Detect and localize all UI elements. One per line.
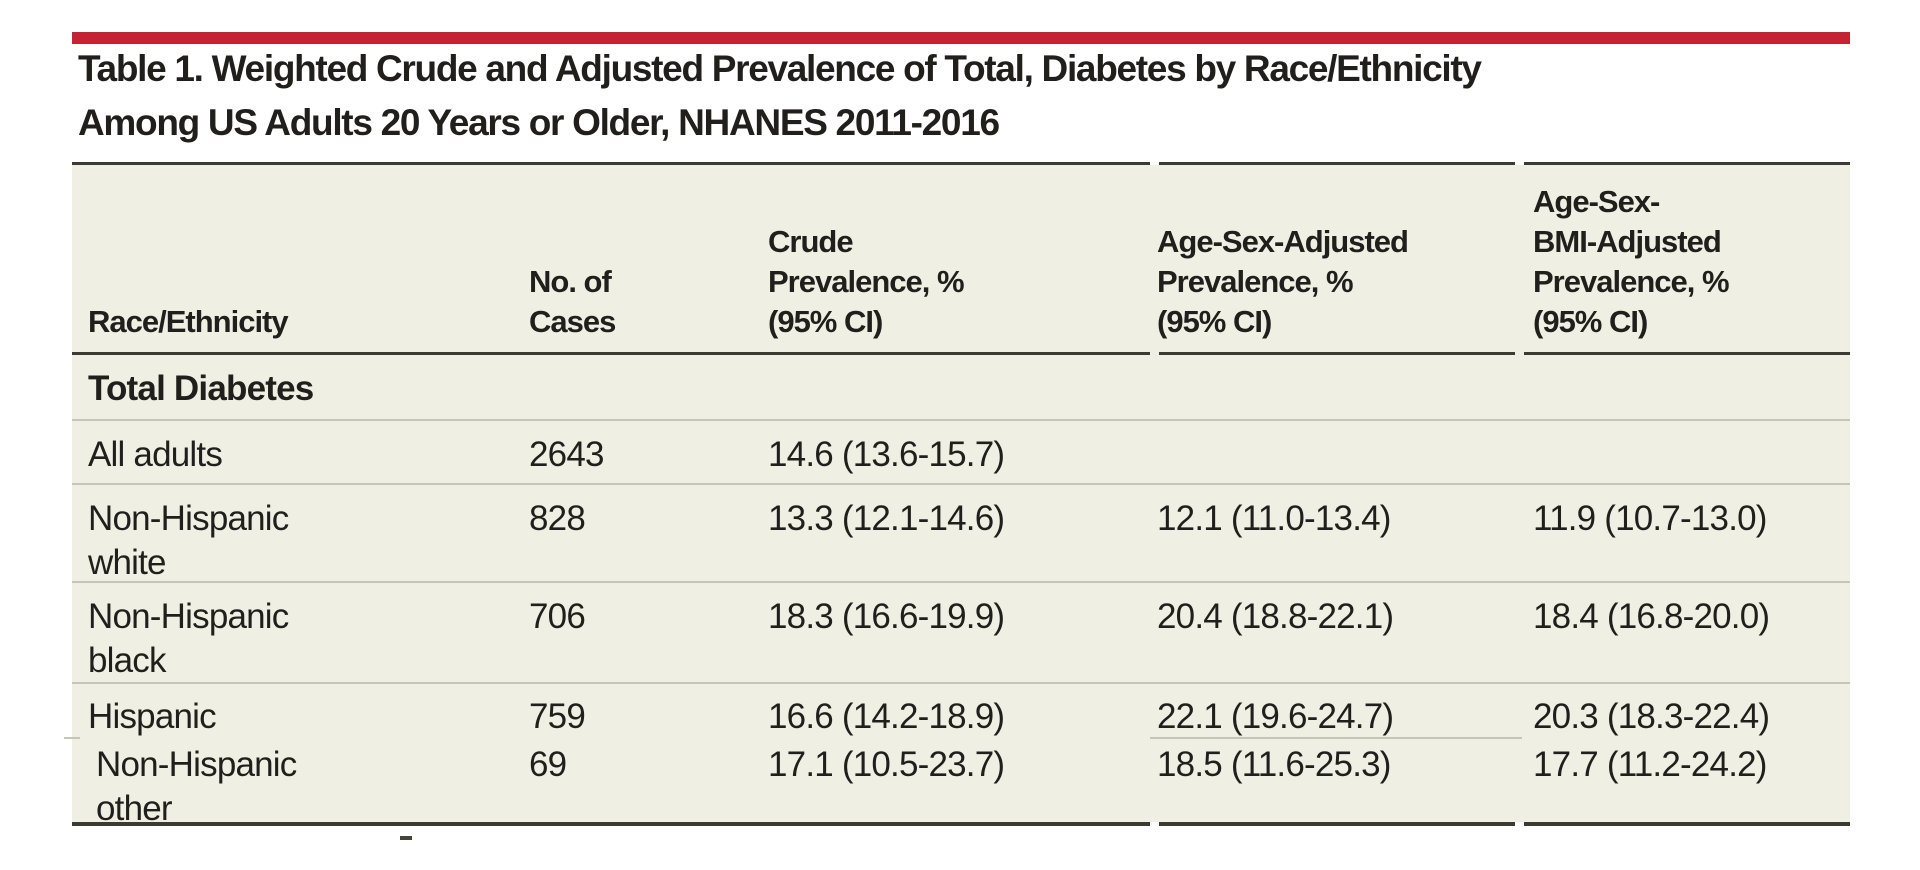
table-row-hispanic: Hispanic 759 16.6 (14.2-18.9) 22.1 (19.6… xyxy=(72,682,1850,740)
section-row-total-diabetes: Total Diabetes xyxy=(72,355,1850,419)
column-header-age-sex-adjusted: Age-Sex-Adjusted Prevalence, % (95% CI) xyxy=(1157,224,1409,339)
partial-row-separator-middle xyxy=(1150,737,1522,739)
race-label: Non-Hispanic black xyxy=(88,597,289,680)
race-label: Non-Hispanic other xyxy=(96,745,297,828)
column-header-no-of-cases: No. of Cases xyxy=(529,264,616,339)
section-label: Total Diabetes xyxy=(88,369,314,408)
crude-value: 17.1 (10.5-23.7) xyxy=(768,745,1005,784)
crude-value: 18.3 (16.6-19.9) xyxy=(768,597,1005,636)
adjusted-value: 20.4 (18.8-22.1) xyxy=(1157,597,1394,636)
adjusted-value: 22.1 (19.6-24.7) xyxy=(1157,697,1394,736)
table-border-seam xyxy=(1515,822,1524,826)
table-border-seam xyxy=(1150,822,1159,826)
adjusted-value: 12.1 (11.0-13.4) xyxy=(1157,499,1391,538)
cases-value: 69 xyxy=(529,745,567,784)
column-header-crude-prevalence: Crude Prevalence, % (95% CI) xyxy=(768,224,965,339)
bmi-adjusted-value: 18.4 (16.8-20.0) xyxy=(1533,597,1770,636)
table-border-seam xyxy=(1515,162,1524,165)
table-row-non-hispanic-black: Non-Hispanic black 706 18.3 (16.6-19.9) … xyxy=(72,581,1850,682)
race-label: Hispanic xyxy=(88,697,217,736)
bmi-adjusted-value: 20.3 (18.3-22.4) xyxy=(1533,697,1770,736)
partial-row-separator-left xyxy=(64,737,80,739)
crude-value: 14.6 (13.6-15.7) xyxy=(768,435,1005,474)
table-title-line2: Among US Adults 20 Years or Older, NHANE… xyxy=(78,102,1000,143)
cases-value: 706 xyxy=(529,597,586,636)
race-label: Non-Hispanic white xyxy=(88,499,289,582)
table-border-seam xyxy=(1150,162,1159,165)
table-row-non-hispanic-other: Non-Hispanic other 69 17.1 (10.5-23.7) 1… xyxy=(72,740,1850,829)
table-title-line1: Table 1. Weighted Crude and Adjusted Pre… xyxy=(78,48,1482,89)
table-row-all-adults: All adults 2643 14.6 (13.6-15.7) xyxy=(72,419,1850,483)
adjusted-value xyxy=(1157,421,1533,483)
bmi-adjusted-value: 17.7 (11.2-24.2) xyxy=(1533,745,1767,784)
scan-artifact-dash xyxy=(400,836,412,840)
table-border-seam xyxy=(1515,352,1524,355)
adjusted-value: 18.5 (11.6-25.3) xyxy=(1157,745,1391,784)
cases-value: 759 xyxy=(529,697,586,736)
table-border-seam xyxy=(1150,352,1159,355)
table-header-row: Race/Ethnicity No. of Cases Crude Preval… xyxy=(72,165,1850,355)
table-row-non-hispanic-white: Non-Hispanic white 828 13.3 (12.1-14.6) … xyxy=(72,483,1850,582)
race-label: All adults xyxy=(88,435,223,474)
bmi-adjusted-value: 11.9 (10.7-13.0) xyxy=(1533,499,1767,538)
bmi-adjusted-value xyxy=(1533,421,1850,483)
column-header-age-sex-bmi-adjusted: Age-Sex- BMI-Adjusted Prevalence, % (95%… xyxy=(1533,184,1730,339)
prevalence-table: Race/Ethnicity No. of Cases Crude Preval… xyxy=(64,162,1850,829)
column-header-race-ethnicity: Race/Ethnicity xyxy=(88,304,289,339)
cases-value: 2643 xyxy=(529,435,604,474)
crude-value: 13.3 (12.1-14.6) xyxy=(768,499,1005,538)
journal-accent-bar xyxy=(72,32,1850,44)
table-title: Table 1. Weighted Crude and Adjusted Pre… xyxy=(78,42,1778,150)
cases-value: 828 xyxy=(529,499,586,538)
crude-value: 16.6 (14.2-18.9) xyxy=(768,697,1005,736)
